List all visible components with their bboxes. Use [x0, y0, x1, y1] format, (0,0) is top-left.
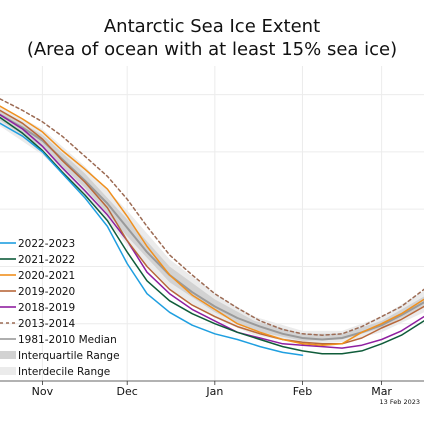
legend-item: Interdecile Range: [0, 366, 110, 378]
x-tick-label-nov: Nov: [32, 385, 54, 398]
series-line-1981-2010-median: [0, 113, 424, 341]
series-line-2022-2023: [0, 122, 304, 356]
series-line-2021-2022: [0, 116, 424, 355]
date-stamp: 13 Feb 2023: [380, 398, 420, 406]
legend-item: 1981-2010 Median: [0, 334, 117, 346]
series-line-2019-2020: [0, 109, 424, 345]
x-tick-label-jan: Jan: [205, 385, 223, 398]
legend-label: 1981-2010 Median: [18, 334, 117, 346]
series-line-2013-2014: [0, 98, 424, 336]
legend-swatch: [0, 351, 16, 359]
x-axis-ticks: Nov Dec Jan Feb Mar: [32, 381, 392, 398]
gridlines: [0, 66, 424, 381]
legend-label: 2018-2019: [18, 302, 75, 314]
chart-subtitle: (Area of ocean with at least 15% sea ice…: [27, 39, 397, 60]
x-tick-label-dec: Dec: [117, 385, 138, 398]
legend-label: 2019-2020: [18, 286, 75, 298]
legend-item: 2013-2014: [0, 318, 76, 330]
legend-item: 2022-2023: [0, 238, 75, 250]
legend-label: 2022-2023: [18, 238, 75, 250]
band-interdecile-range: [0, 106, 424, 344]
legend-label: 2020-2021: [18, 270, 75, 282]
legend-label: 2013-2014: [18, 318, 76, 330]
legend-label: Interdecile Range: [18, 366, 110, 378]
x-tick-label-feb: Feb: [293, 385, 312, 398]
legend-item: 2021-2022: [0, 254, 75, 266]
legend-swatch: [0, 367, 16, 375]
x-tick-label-mar: Mar: [371, 385, 392, 398]
legend: 2022-2023 2021-2022 2020-2021 2019-2020 2018…: [0, 238, 120, 378]
legend-label: Interquartile Range: [18, 350, 120, 362]
series-line-2018-2019: [0, 113, 424, 349]
legend-item: 2020-2021: [0, 270, 75, 282]
legend-item: Interquartile Range: [0, 350, 120, 362]
plot-area: Nov Dec Jan Feb Mar: [0, 66, 424, 398]
series-line-2020-2021: [0, 105, 424, 346]
range-bands: [0, 106, 424, 344]
legend-item: 2018-2019: [0, 302, 75, 314]
legend-label: 2021-2022: [18, 254, 75, 266]
series-lines: [0, 98, 424, 356]
legend-item: 2019-2020: [0, 286, 75, 298]
chart-title: Antarctic Sea Ice Extent: [104, 16, 320, 37]
